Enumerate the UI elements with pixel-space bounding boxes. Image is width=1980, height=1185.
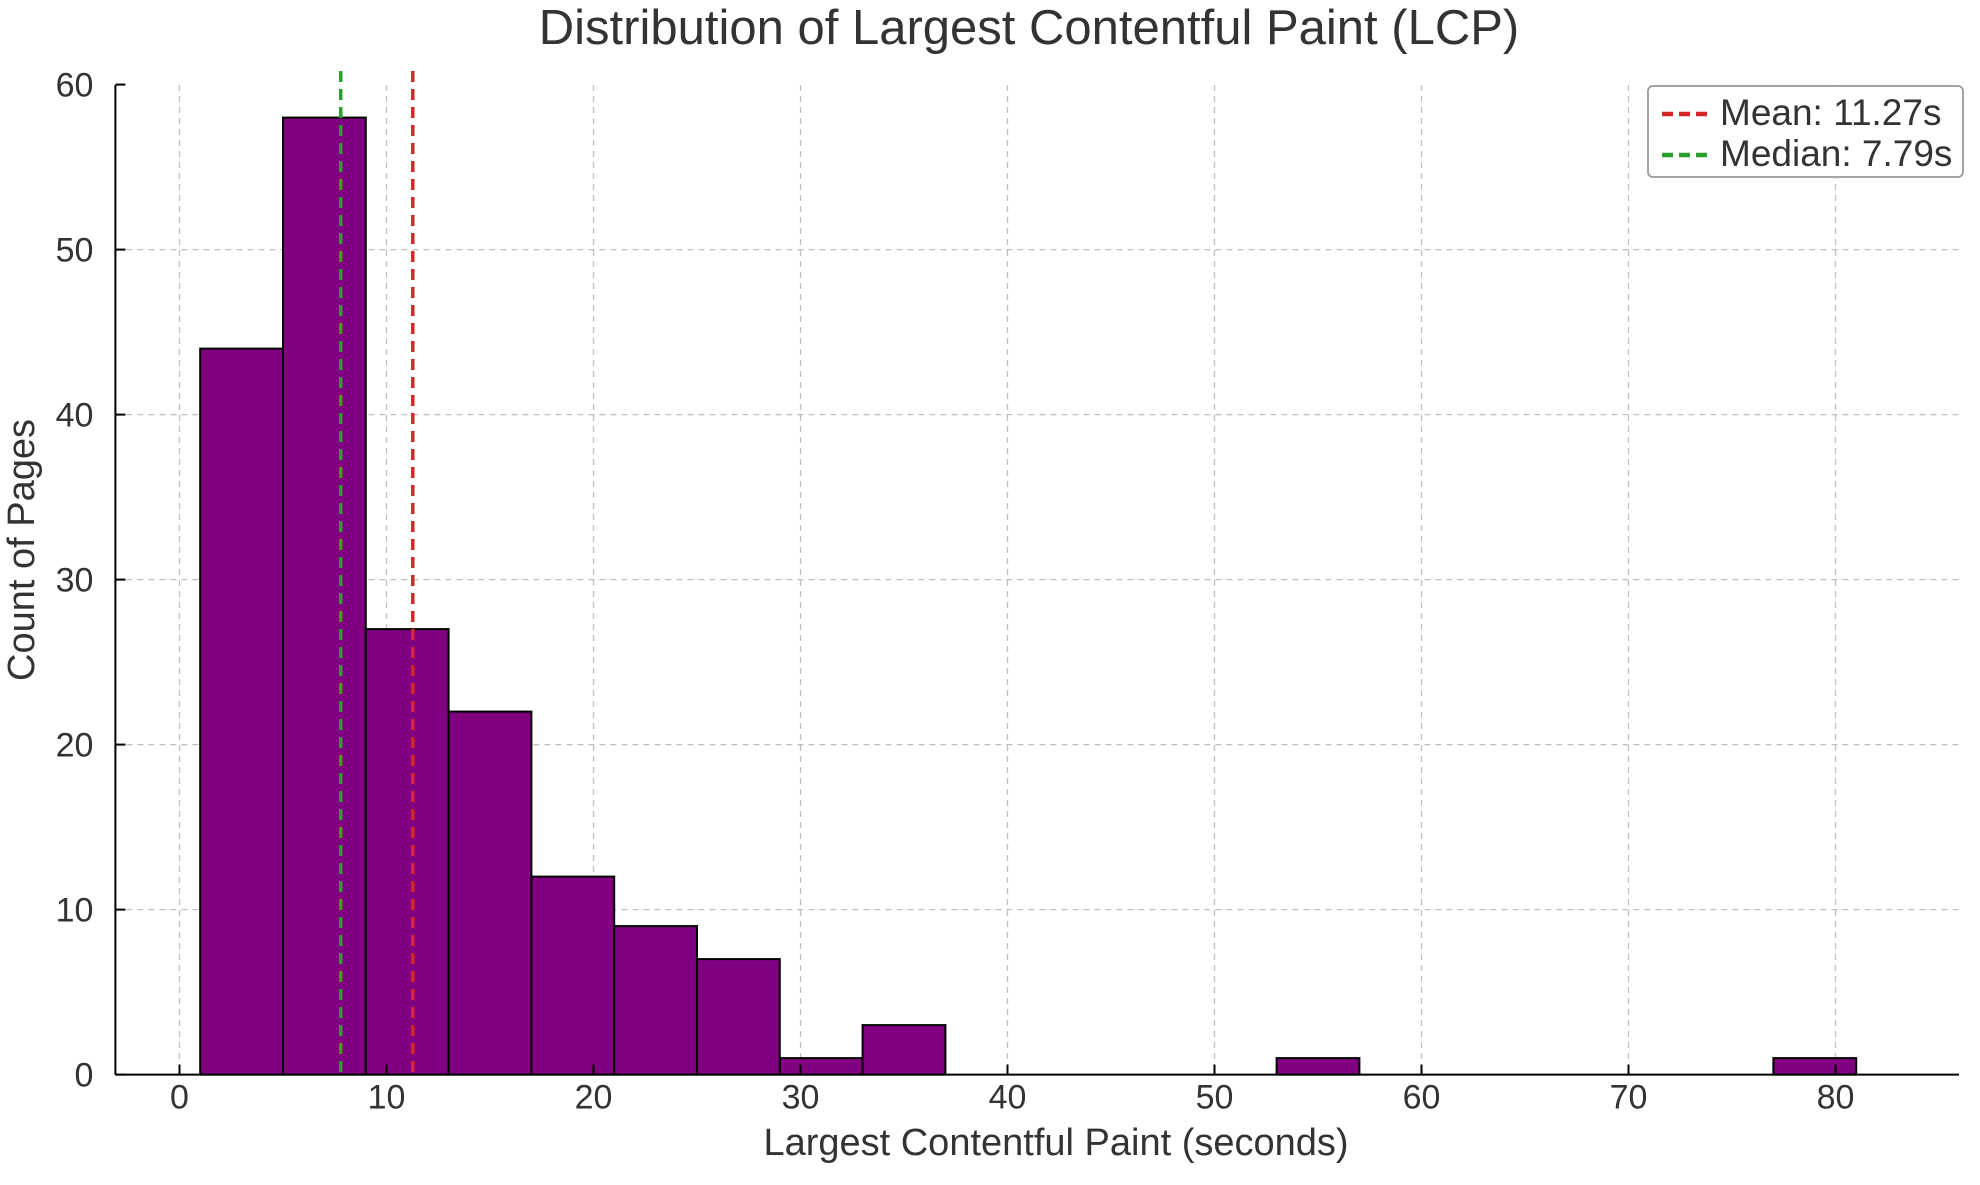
svg-text:40: 40 (56, 397, 94, 435)
svg-text:60: 60 (1403, 1079, 1441, 1117)
svg-text:10: 10 (56, 892, 94, 930)
svg-text:50: 50 (1196, 1079, 1234, 1117)
svg-text:70: 70 (1610, 1079, 1648, 1117)
svg-text:30: 30 (782, 1079, 820, 1117)
svg-text:10: 10 (368, 1079, 406, 1117)
svg-text:Median: 7.79s: Median: 7.79s (1720, 133, 1952, 174)
svg-text:Mean: 11.27s: Mean: 11.27s (1720, 92, 1941, 133)
svg-text:0: 0 (74, 1057, 93, 1095)
svg-text:20: 20 (575, 1079, 613, 1117)
svg-text:80: 80 (1817, 1079, 1855, 1117)
svg-text:0: 0 (170, 1079, 189, 1117)
svg-text:Distribution of Largest Conten: Distribution of Largest Contentful Paint… (539, 1, 1519, 55)
svg-text:50: 50 (56, 232, 94, 270)
svg-text:Count of Pages: Count of Pages (1, 419, 43, 681)
svg-text:30: 30 (56, 562, 94, 600)
svg-text:20: 20 (56, 727, 94, 765)
svg-text:60: 60 (56, 67, 94, 105)
svg-text:Largest Contentful Paint (seco: Largest Contentful Paint (seconds) (763, 1122, 1348, 1164)
svg-text:40: 40 (989, 1079, 1027, 1117)
